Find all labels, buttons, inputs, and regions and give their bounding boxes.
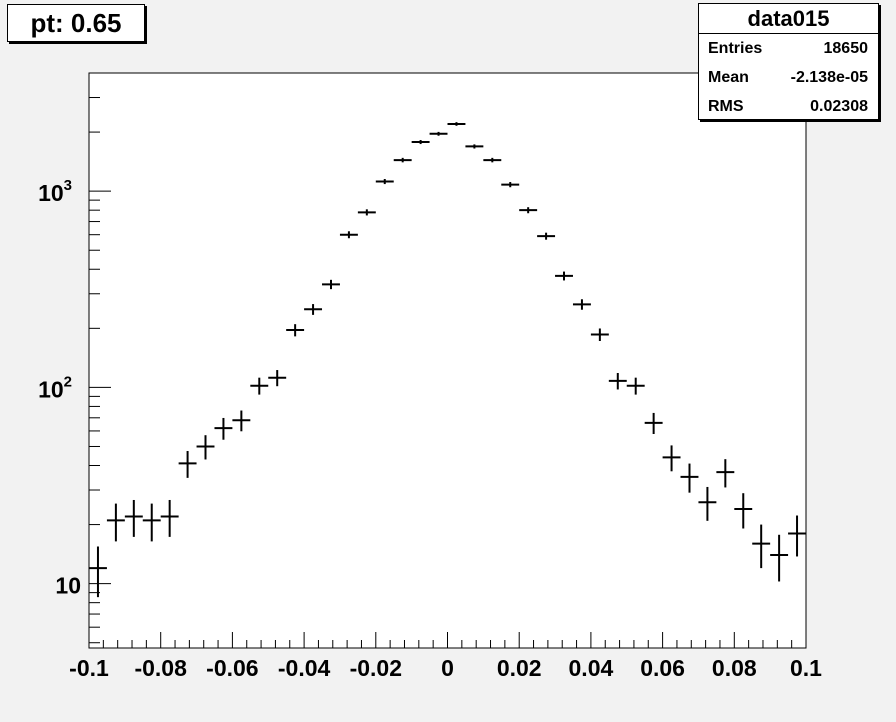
data-point xyxy=(375,178,394,185)
stats-row-entries: Entries 18650 xyxy=(699,34,878,63)
x-tick-label: -0.02 xyxy=(350,655,402,681)
stats-row-rms: RMS 0.02308 xyxy=(699,92,878,121)
stats-entries-label: Entries xyxy=(708,39,763,57)
data-point xyxy=(429,131,448,136)
data-point xyxy=(160,499,179,537)
axes: -0.1 -0.08 -0.06 -0.04 -0.02 0 0.02 0.04 0.06 0.0… xyxy=(38,72,822,681)
stats-entries-value: 18650 xyxy=(823,39,869,57)
data-point xyxy=(357,209,376,216)
x-tick-label: -0.04 xyxy=(278,655,331,681)
data-point xyxy=(644,412,663,435)
data-point xyxy=(196,435,215,460)
data-point xyxy=(106,503,125,542)
data-point xyxy=(178,451,197,478)
data-point xyxy=(89,546,107,598)
data-point xyxy=(734,493,753,529)
y-tick-label: 10 xyxy=(55,573,81,599)
data-point xyxy=(447,122,466,126)
x-tick-label: 0.02 xyxy=(497,655,542,681)
x-tick-label: -0.08 xyxy=(134,655,187,681)
data-point xyxy=(465,144,484,149)
stats-box: data015 Entries 18650 Mean -2.138e-05 RM… xyxy=(698,3,879,120)
data-point xyxy=(590,328,609,342)
data-point xyxy=(626,377,645,395)
data-point xyxy=(770,534,789,582)
x-tick-label: 0.08 xyxy=(712,655,757,681)
x-tick-label: -0.06 xyxy=(206,655,258,681)
plot-frame xyxy=(88,72,807,649)
data-point xyxy=(322,279,340,290)
data-point xyxy=(555,271,573,281)
x-tick-label: -0.1 xyxy=(69,655,109,681)
y-tick-label: 102 xyxy=(38,373,72,402)
data-point xyxy=(411,140,430,145)
data-point xyxy=(608,373,627,390)
data-point xyxy=(680,463,699,493)
x-tick-label: 0.1 xyxy=(790,655,822,681)
data-point xyxy=(662,445,681,472)
data-point xyxy=(142,503,161,542)
data-point xyxy=(501,182,520,188)
data-point xyxy=(304,304,323,315)
stats-rms-value: 0.02308 xyxy=(810,97,868,115)
stats-histogram-name: data015 xyxy=(699,4,878,34)
x-tick-label: 0.04 xyxy=(569,655,614,681)
data-point xyxy=(483,157,502,163)
stats-mean-label: Mean xyxy=(708,68,749,86)
stats-row-mean: Mean -2.138e-05 xyxy=(699,63,878,92)
pad-title: pt: 0.65 xyxy=(7,4,145,42)
y-tick-label: 103 xyxy=(38,177,72,206)
data-point xyxy=(716,459,735,488)
data-point xyxy=(214,417,233,440)
data-point xyxy=(232,410,251,432)
data-point xyxy=(268,370,287,387)
data-point xyxy=(393,157,412,163)
data-point xyxy=(572,299,591,310)
x-tick-label: 0.06 xyxy=(640,655,685,681)
stats-mean-value: -2.138e-05 xyxy=(790,68,868,86)
data-point xyxy=(519,207,538,214)
data-point xyxy=(250,377,269,395)
data-point xyxy=(339,231,358,239)
stats-rms-label: RMS xyxy=(708,97,744,115)
pad-title-text: pt: 0.65 xyxy=(30,7,122,38)
x-tick-label: 0 xyxy=(441,655,454,681)
data-point xyxy=(788,515,806,557)
data-points xyxy=(89,122,806,598)
data-point xyxy=(537,232,556,240)
data-point xyxy=(286,324,305,337)
data-point xyxy=(124,499,143,537)
data-point xyxy=(752,524,771,569)
data-point xyxy=(698,486,717,521)
